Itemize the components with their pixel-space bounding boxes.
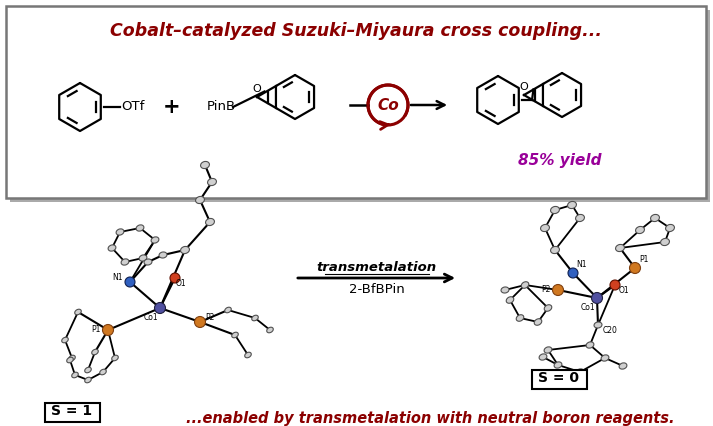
Ellipse shape — [85, 367, 91, 373]
Circle shape — [195, 317, 205, 328]
Ellipse shape — [665, 225, 674, 232]
Text: O: O — [252, 84, 262, 94]
Text: +: + — [163, 97, 181, 117]
Ellipse shape — [516, 315, 524, 321]
Text: P2: P2 — [541, 285, 550, 294]
Circle shape — [155, 302, 165, 314]
FancyBboxPatch shape — [44, 403, 100, 421]
Circle shape — [630, 262, 640, 273]
Circle shape — [125, 277, 135, 287]
Ellipse shape — [85, 377, 91, 383]
Ellipse shape — [506, 297, 514, 303]
Ellipse shape — [67, 357, 73, 363]
Ellipse shape — [75, 309, 81, 315]
Ellipse shape — [72, 372, 78, 378]
Ellipse shape — [619, 363, 627, 369]
Text: PinB: PinB — [207, 101, 236, 113]
Text: ...enabled by transmetalation with neutral boron reagents.: ...enabled by transmetalation with neutr… — [186, 411, 674, 426]
Ellipse shape — [635, 227, 645, 233]
Text: N1: N1 — [112, 273, 123, 282]
Ellipse shape — [62, 337, 68, 343]
Ellipse shape — [267, 327, 273, 333]
Ellipse shape — [225, 307, 231, 313]
Ellipse shape — [575, 214, 585, 222]
Text: Cobalt–catalyzed Suzuki–Miyaura cross coupling...: Cobalt–catalyzed Suzuki–Miyaura cross co… — [110, 22, 602, 40]
Ellipse shape — [554, 362, 562, 368]
Ellipse shape — [550, 246, 560, 253]
Text: P1: P1 — [639, 255, 648, 264]
Circle shape — [103, 325, 113, 336]
Circle shape — [553, 285, 563, 296]
Text: N1: N1 — [576, 260, 587, 269]
Text: S = 1: S = 1 — [51, 404, 93, 418]
Ellipse shape — [159, 252, 167, 258]
Circle shape — [568, 268, 578, 278]
Text: S = 0: S = 0 — [538, 371, 580, 385]
FancyBboxPatch shape — [531, 369, 587, 389]
Ellipse shape — [232, 332, 238, 338]
Ellipse shape — [660, 239, 670, 245]
FancyBboxPatch shape — [6, 6, 706, 198]
Ellipse shape — [116, 229, 124, 235]
Ellipse shape — [68, 355, 76, 361]
Ellipse shape — [540, 225, 550, 232]
Ellipse shape — [534, 319, 542, 325]
Ellipse shape — [121, 259, 129, 265]
Ellipse shape — [205, 219, 215, 226]
Circle shape — [610, 280, 620, 290]
Text: 2-BfBPin: 2-BfBPin — [349, 283, 404, 296]
Ellipse shape — [252, 315, 258, 321]
Ellipse shape — [501, 287, 509, 293]
Text: O: O — [520, 82, 528, 92]
Ellipse shape — [195, 196, 205, 204]
Ellipse shape — [108, 245, 116, 251]
Text: OTf: OTf — [121, 101, 144, 113]
Ellipse shape — [245, 352, 251, 358]
Circle shape — [592, 293, 602, 303]
Ellipse shape — [521, 282, 529, 288]
Ellipse shape — [92, 349, 98, 355]
Ellipse shape — [200, 161, 210, 169]
Text: Co1: Co1 — [144, 313, 158, 322]
Circle shape — [170, 273, 180, 283]
Ellipse shape — [550, 207, 560, 213]
Text: Co1: Co1 — [581, 303, 595, 312]
Ellipse shape — [151, 237, 159, 243]
Text: O1: O1 — [619, 286, 630, 295]
Text: C20: C20 — [603, 326, 618, 335]
Ellipse shape — [594, 322, 602, 328]
Ellipse shape — [586, 342, 594, 348]
Ellipse shape — [650, 214, 660, 222]
Ellipse shape — [544, 305, 552, 311]
Ellipse shape — [544, 347, 552, 353]
Text: O1: O1 — [176, 279, 187, 288]
Text: P1: P1 — [91, 325, 101, 334]
Ellipse shape — [139, 255, 147, 261]
Text: Co: Co — [377, 98, 399, 112]
Ellipse shape — [136, 225, 144, 231]
Ellipse shape — [180, 246, 190, 253]
Ellipse shape — [100, 369, 106, 375]
FancyBboxPatch shape — [10, 10, 710, 202]
Text: P2: P2 — [205, 313, 215, 322]
Ellipse shape — [615, 245, 625, 252]
Ellipse shape — [144, 259, 152, 265]
Ellipse shape — [568, 201, 576, 209]
Ellipse shape — [112, 355, 118, 361]
Ellipse shape — [539, 354, 547, 360]
Ellipse shape — [601, 355, 609, 361]
Ellipse shape — [207, 178, 217, 186]
Text: 85% yield: 85% yield — [518, 153, 602, 167]
Text: transmetalation: transmetalation — [317, 261, 436, 274]
Ellipse shape — [576, 369, 584, 375]
